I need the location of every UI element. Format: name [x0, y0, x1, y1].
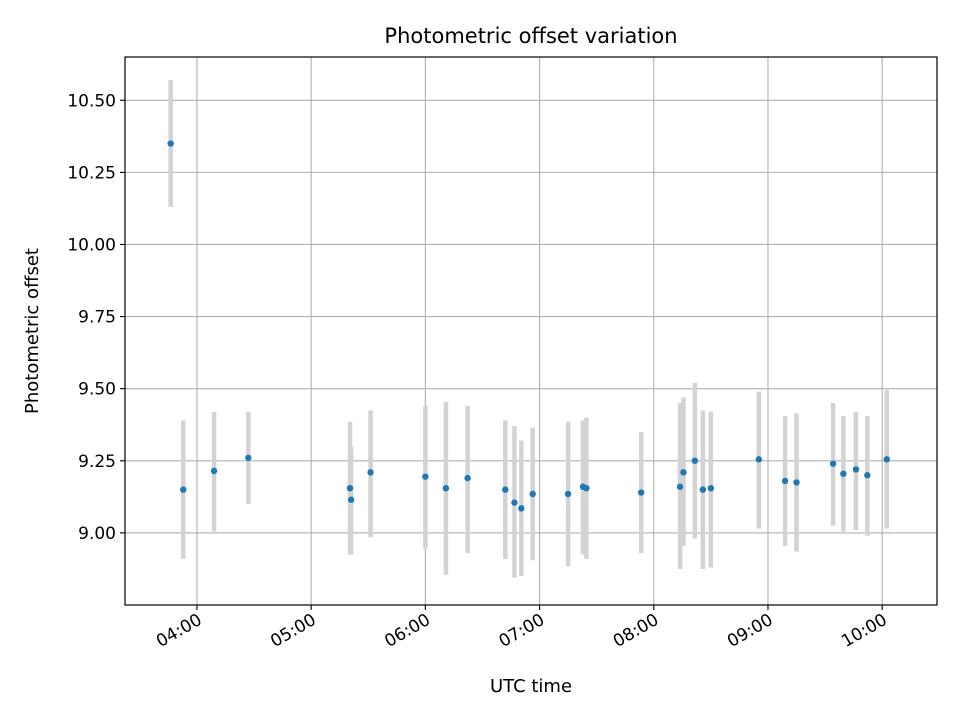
- y-tick-label: 9.75: [78, 308, 116, 328]
- data-point: [422, 473, 429, 480]
- data-point: [511, 499, 518, 506]
- data-point: [638, 489, 645, 496]
- y-tick-label: 10.00: [67, 235, 116, 255]
- plot-frame: [124, 56, 938, 606]
- data-point: [707, 484, 715, 492]
- data-point: [347, 496, 355, 503]
- data-point: [691, 457, 699, 464]
- data-point: [680, 469, 687, 476]
- data-point: [245, 454, 252, 462]
- y-tick-label: 9.00: [78, 524, 116, 544]
- data-point: [442, 484, 450, 492]
- x-axis-title: UTC time: [490, 676, 572, 697]
- data-point: [464, 474, 471, 482]
- grid: [125, 57, 937, 605]
- y-tick-label: 9.50: [78, 380, 116, 400]
- data-point: [583, 484, 590, 492]
- data-point: [210, 467, 218, 475]
- y-tick-label: 10.50: [67, 91, 116, 111]
- data-point: [829, 460, 837, 467]
- y-axis-title: Photometric offset: [22, 248, 43, 414]
- chart-title: Photometric offset variation: [384, 24, 677, 48]
- data-point: [852, 466, 860, 473]
- data-point: [699, 486, 707, 493]
- data-point: [518, 505, 525, 512]
- data-point: [564, 490, 572, 498]
- y-tick-label: 10.25: [67, 163, 116, 183]
- data-points: [167, 140, 890, 512]
- y-axis: 9.00 9.25 9.50 9.75 10.00 10.25 10.50: [67, 91, 125, 544]
- data-point: [781, 477, 789, 485]
- data-point: [840, 470, 847, 477]
- data-point: [883, 456, 890, 463]
- data-point: [346, 484, 354, 492]
- data-point: [502, 486, 509, 493]
- data-point: [180, 486, 187, 493]
- data-point: [367, 469, 374, 476]
- data-point: [167, 140, 174, 147]
- data-point: [529, 490, 536, 498]
- data-point: [864, 472, 871, 479]
- y-tick-label: 9.25: [78, 452, 116, 472]
- data-point: [755, 456, 763, 463]
- data-point: [676, 483, 684, 490]
- data-point: [793, 479, 800, 486]
